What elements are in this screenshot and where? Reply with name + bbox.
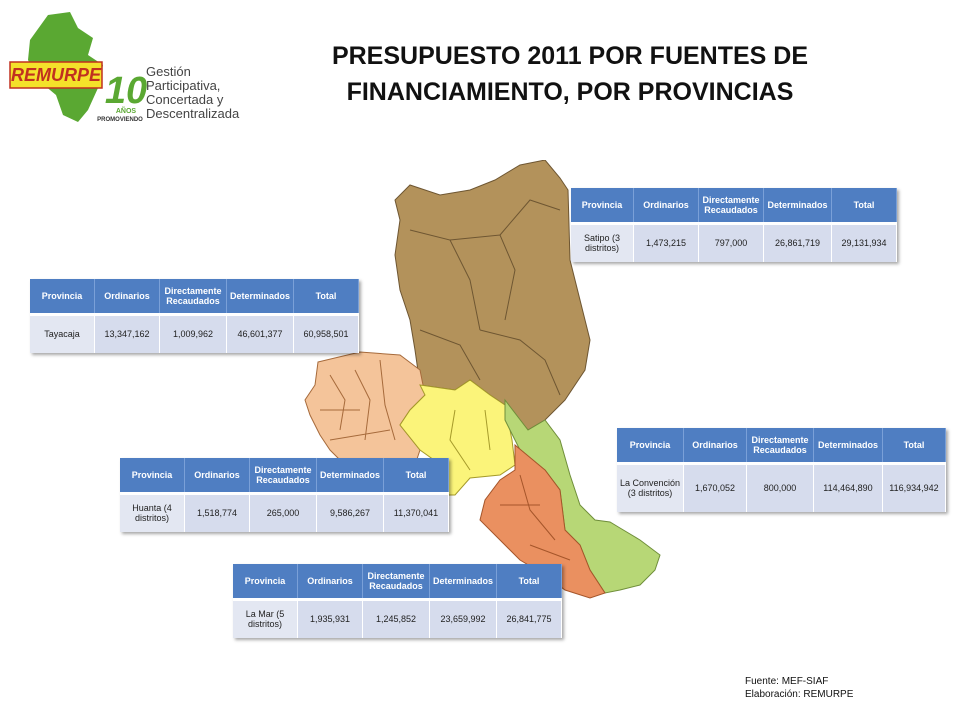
header-recaudados: Directamente Recaudados (698, 188, 764, 225)
tayacaja-table: Provincia Ordinarios Directamente Recaud… (30, 279, 359, 353)
credit-line: Elaboración: REMURPE (745, 689, 854, 700)
cell-provincia: Tayacaja (30, 314, 95, 353)
cell-ordinarios: 1,935,931 (297, 599, 363, 638)
cell-recaudados: 800,000 (746, 463, 814, 512)
logo-years-word: AÑOS (116, 106, 137, 115)
cell-ordinarios: 1,473,215 (633, 223, 699, 262)
header-determinados: Determinados (226, 279, 294, 316)
table-row: La Convención (3 distritos) 1,670,052 80… (617, 463, 946, 512)
header-ordinarios: Ordinarios (683, 428, 747, 465)
logo-tag3: Concertada y (146, 92, 224, 107)
header-provincia: Provincia (617, 428, 684, 465)
cell-total: 60,958,501 (293, 314, 359, 353)
header-determinados: Determinados (316, 458, 384, 495)
table-row: Huanta (4 distritos) 1,518,774 265,000 9… (120, 493, 449, 532)
table-header-row: Provincia Ordinarios Directamente Recaud… (571, 188, 897, 225)
cell-recaudados: 1,009,962 (159, 314, 227, 353)
header-determinados: Determinados (429, 564, 497, 601)
logo-tag1: Gestión (146, 64, 191, 79)
header-total: Total (293, 279, 359, 316)
header-ordinarios: Ordinarios (94, 279, 160, 316)
source-note: Fuente: MEF-SIAF Elaboración: REMURPE (745, 675, 853, 701)
cell-ordinarios: 1,518,774 (184, 493, 250, 532)
cell-determinados: 9,586,267 (316, 493, 384, 532)
huanta-region (399, 379, 516, 496)
province-map (304, 160, 661, 599)
header-provincia: Provincia (233, 564, 298, 601)
lamar-table: Provincia Ordinarios Directamente Recaud… (233, 564, 562, 638)
header-determinados: Determinados (763, 188, 832, 225)
logo-brand: REMURPE (11, 65, 102, 85)
logo-tag4: Descentralizada (146, 106, 240, 121)
header-recaudados: Directamente Recaudados (249, 458, 317, 495)
cell-provincia: Satipo (3 distritos) (571, 223, 634, 262)
cell-provincia: La Convención (3 distritos) (617, 463, 684, 512)
table-header-row: Provincia Ordinarios Directamente Recaud… (30, 279, 359, 316)
cell-ordinarios: 1,670,052 (683, 463, 747, 512)
table-header-row: Provincia Ordinarios Directamente Recaud… (120, 458, 449, 495)
title-line-1: PRESUPUESTO 2011 POR FUENTES DE (331, 42, 809, 70)
lamar-region (479, 443, 606, 599)
header-recaudados: Directamente Recaudados (159, 279, 227, 316)
logo-promo: PROMOVIENDO (97, 117, 143, 123)
header-total: Total (383, 458, 449, 495)
header-total: Total (831, 188, 897, 225)
cell-provincia: La Mar (5 distritos) (233, 599, 298, 638)
header-total: Total (882, 428, 946, 465)
cell-total: 116,934,942 (882, 463, 946, 512)
header-provincia: Provincia (30, 279, 95, 316)
satipo-table: Provincia Ordinarios Directamente Recaud… (571, 188, 897, 262)
table-header-row: Provincia Ordinarios Directamente Recaud… (233, 564, 562, 601)
source-line: Fuente: MEF-SIAF (745, 676, 829, 687)
header-recaudados: Directamente Recaudados (362, 564, 430, 601)
laconvencion-table: Provincia Ordinarios Directamente Recaud… (617, 428, 946, 512)
cell-provincia: Huanta (4 distritos) (120, 493, 185, 532)
satipo-region (394, 160, 591, 431)
cell-recaudados: 797,000 (698, 223, 764, 262)
logo-tag2: Participativa, (146, 78, 220, 93)
title-line-2: FINANCIAMIENTO, POR PROVINCIAS (346, 78, 794, 106)
table-row: Tayacaja 13,347,162 1,009,962 46,601,377… (30, 314, 359, 353)
remurpe-logo: REMURPE 10 AÑOS PROMOVIENDO Gestión Part… (8, 10, 248, 125)
header-total: Total (496, 564, 562, 601)
header-provincia: Provincia (571, 188, 634, 225)
logo-years: 10 (105, 70, 147, 112)
header-recaudados: Directamente Recaudados (746, 428, 814, 465)
table-header-row: Provincia Ordinarios Directamente Recaud… (617, 428, 946, 465)
cell-determinados: 26,861,719 (763, 223, 832, 262)
table-row: Satipo (3 distritos) 1,473,215 797,000 2… (571, 223, 897, 262)
page-title: PRESUPUESTO 2011 POR FUENTES DE FINANCIA… (270, 38, 870, 110)
cell-total: 11,370,041 (383, 493, 449, 532)
huanta-table: Provincia Ordinarios Directamente Recaud… (120, 458, 449, 532)
cell-determinados: 114,464,890 (813, 463, 883, 512)
table-row: La Mar (5 distritos) 1,935,931 1,245,852… (233, 599, 562, 638)
cell-recaudados: 1,245,852 (362, 599, 430, 638)
header-ordinarios: Ordinarios (184, 458, 250, 495)
header-ordinarios: Ordinarios (297, 564, 363, 601)
header-determinados: Determinados (813, 428, 883, 465)
cell-determinados: 46,601,377 (226, 314, 294, 353)
header-ordinarios: Ordinarios (633, 188, 699, 225)
cell-determinados: 23,659,992 (429, 599, 497, 638)
cell-recaudados: 265,000 (249, 493, 317, 532)
cell-total: 29,131,934 (831, 223, 897, 262)
cell-ordinarios: 13,347,162 (94, 314, 160, 353)
cell-total: 26,841,775 (496, 599, 562, 638)
header-provincia: Provincia (120, 458, 185, 495)
